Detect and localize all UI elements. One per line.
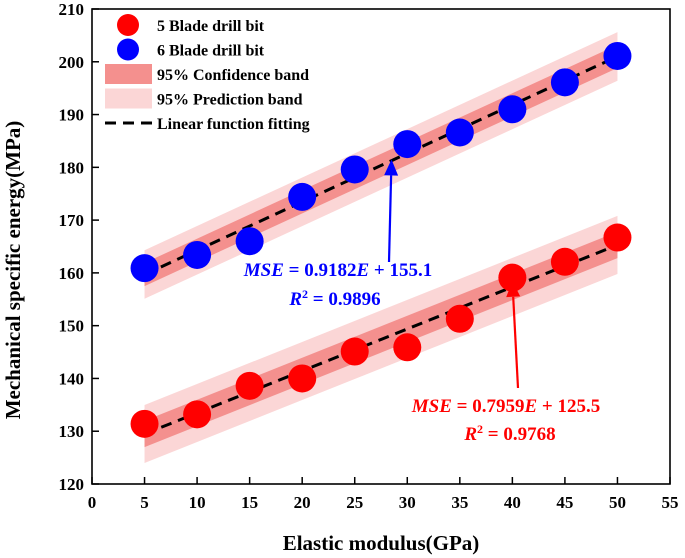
y-axis-title: Mechanical specific energy(MPa) (1, 121, 25, 420)
y-tick-label: 150 (59, 317, 85, 336)
arrow-head-1 (384, 159, 399, 176)
x-tick-label: 40 (504, 493, 521, 512)
data-point-s0-4 (340, 337, 369, 366)
fit-line-layer (143, 55, 619, 436)
legend-label-fit: Linear function fitting (157, 116, 310, 133)
equation-text-1: MSE = 0.9182E + 155.1 (243, 260, 432, 281)
tick-layer: 0 5 10 15 20 25 30 35 40 45 50 55 120 130 140 150 160 170… (59, 0, 679, 512)
x-tick-label: 15 (241, 493, 258, 512)
legend-label-blue_marker: 6 Blade drill bit (157, 43, 265, 60)
x-tick-label: 50 (609, 493, 626, 512)
legend-label-confidence: 95% Confidence band (157, 67, 309, 84)
data-point-s0-9 (603, 223, 632, 252)
fit-line-0 (143, 243, 619, 436)
data-point-s0-0 (130, 409, 159, 438)
data-point-s1-6 (445, 118, 474, 147)
data-point-s0-1 (183, 400, 212, 429)
data-point-layer (130, 41, 632, 438)
x-tick-label: 10 (189, 493, 206, 512)
data-point-s1-0 (130, 254, 159, 283)
data-point-s0-3 (288, 364, 317, 393)
r2-text-0: R2 = 0.9768 (463, 422, 555, 445)
legend-label-prediction: 95% Prediction band (157, 92, 303, 109)
annotation-layer: MSE = 0.7959E + 125.5 R2 = 0.9768 MSE = 0.… (243, 159, 600, 445)
x-axis-title: Elastic modulus(GPa) (283, 531, 480, 555)
y-tick-label: 180 (59, 158, 85, 177)
plot-frame (91, 8, 671, 485)
y-tick-label: 140 (59, 369, 85, 388)
data-point-s0-8 (550, 247, 579, 276)
x-tick-label: 20 (294, 493, 311, 512)
legend: 5 Blade drill bit 6 Blade drill bit 95% Co… (105, 14, 310, 133)
axes-layer (91, 8, 671, 485)
data-point-s1-4 (340, 155, 369, 184)
legend-marker-blue_marker (117, 38, 139, 61)
x-tick-label: 45 (556, 493, 573, 512)
y-tick-label: 160 (59, 264, 85, 283)
x-tick-label: 55 (662, 493, 679, 512)
data-point-s1-5 (393, 130, 422, 159)
arrow-head-0 (506, 280, 521, 298)
fit-line-1 (143, 55, 619, 276)
r2-text-1: R2 = 0.9896 (288, 287, 380, 310)
x-tick-label: 25 (346, 493, 363, 512)
data-point-s1-2 (235, 227, 264, 256)
equation-text-0: MSE = 0.7959E + 125.5 (411, 396, 600, 417)
legend-swatch-confidence (105, 64, 152, 84)
y-tick-label: 170 (59, 211, 85, 230)
data-point-s1-8 (550, 68, 579, 97)
data-point-s0-7 (498, 263, 527, 292)
data-point-s1-3 (288, 182, 317, 211)
data-point-s0-2 (235, 371, 264, 400)
y-tick-label: 200 (59, 53, 85, 72)
x-tick-label: 5 (140, 493, 149, 512)
y-tick-label: 130 (59, 422, 85, 441)
data-point-s1-9 (603, 41, 632, 70)
y-tick-label: 210 (59, 0, 85, 19)
x-tick-label: 0 (88, 493, 97, 512)
data-point-s0-6 (445, 304, 474, 333)
data-point-s0-5 (393, 333, 422, 362)
x-tick-label: 30 (399, 493, 416, 512)
arrow-shaft-1 (387, 175, 393, 263)
x-tick-label: 35 (451, 493, 468, 512)
legend-swatch-prediction (105, 88, 152, 109)
data-point-s1-7 (498, 95, 527, 124)
legend-label-red_marker: 5 Blade drill bit (157, 18, 265, 35)
arrow-shaft-0 (512, 296, 520, 389)
y-tick-label: 190 (59, 106, 85, 125)
legend-marker-red_marker (117, 14, 139, 36)
data-point-s1-1 (183, 240, 212, 269)
y-tick-label: 120 (59, 475, 85, 494)
